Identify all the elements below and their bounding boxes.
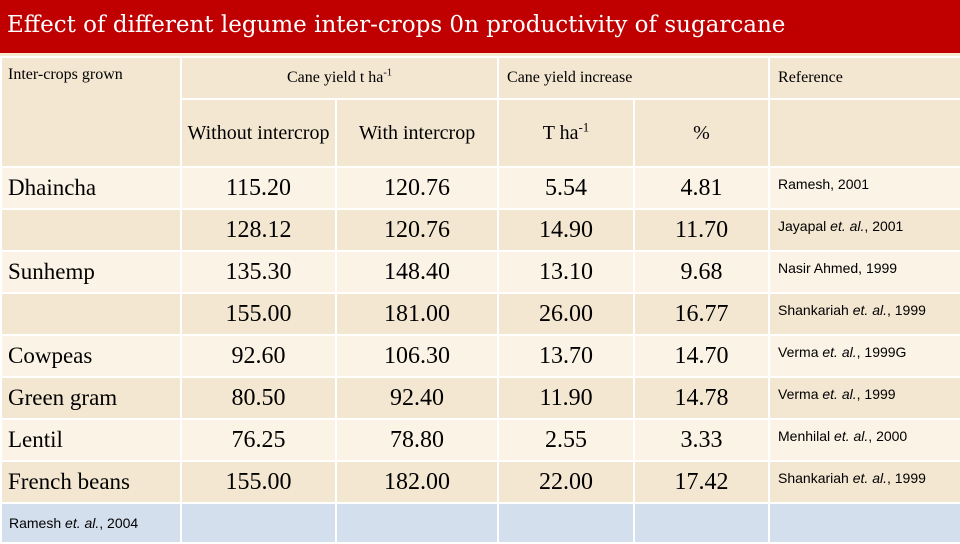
increase-pct: 11.70 xyxy=(633,208,771,252)
increase-pct: 3.33 xyxy=(633,418,771,462)
t-ha-header: T ha-1 xyxy=(497,98,636,168)
crop-name: French beans xyxy=(0,460,182,504)
page-title: Effect of different legume inter-crops 0… xyxy=(7,12,786,38)
yield-without: 128.12 xyxy=(180,208,337,252)
footer-row: Ramesh et. al., 2004 xyxy=(0,502,960,544)
increase-t-ha: 14.90 xyxy=(497,208,636,252)
reference: Nasir Ahmed, 1999 xyxy=(768,250,960,294)
yield-with: 148.40 xyxy=(334,250,500,294)
yield-with: 120.76 xyxy=(334,208,500,252)
reference: Shankariah et. al., 1999 xyxy=(768,292,960,336)
increase-pct: 9.68 xyxy=(633,250,771,294)
percent-header: % xyxy=(633,98,771,168)
yield-without: 155.00 xyxy=(180,292,337,336)
increase-t-ha: 5.54 xyxy=(497,166,636,210)
cane-yield-header: Cane yield t ha-1 xyxy=(179,56,500,100)
crop-name: Cowpeas xyxy=(0,334,182,378)
increase-pct: 16.77 xyxy=(633,292,771,336)
reference: Verma et. al., 1999 xyxy=(768,376,960,420)
reference: Jayapal et. al., 2001 xyxy=(768,208,960,252)
crop-name xyxy=(0,208,182,252)
increase-t-ha: 26.00 xyxy=(497,292,636,336)
increase-t-ha: 13.70 xyxy=(497,334,636,378)
increase-pct: 4.81 xyxy=(633,166,771,210)
table-row: Lentil 76.25 78.80 2.55 3.33 Menhilal et… xyxy=(0,418,960,462)
with-intercrop-header: With intercrop xyxy=(334,98,500,168)
without-intercrop-header: Without intercrop xyxy=(180,98,337,168)
footer-empty-cell xyxy=(633,502,771,544)
footer-empty-cell xyxy=(334,502,500,544)
yield-without: 135.30 xyxy=(180,250,337,294)
reference: Ramesh, 2001 xyxy=(768,166,960,210)
increase-t-ha: 13.10 xyxy=(497,250,636,294)
header-row-2: Without intercrop With intercrop T ha-1 … xyxy=(1,98,960,168)
table-row: French beans 155.00 182.00 22.00 17.42 S… xyxy=(0,460,960,504)
reference: Verma et. al., 1999G xyxy=(768,334,960,378)
yield-without: 115.20 xyxy=(180,166,337,210)
increase-pct: 14.70 xyxy=(633,334,771,378)
crop-name xyxy=(0,292,182,336)
table-row: Green gram 80.50 92.40 11.90 14.78 Verma… xyxy=(0,376,960,420)
yield-with: 181.00 xyxy=(334,292,500,336)
reference: Shankariah et. al., 1999 xyxy=(768,460,960,504)
increase-t-ha: 11.90 xyxy=(497,376,636,420)
yield-with: 120.76 xyxy=(334,166,500,210)
increase-t-ha: 2.55 xyxy=(497,418,636,462)
yield-with: 106.30 xyxy=(334,334,500,378)
yield-increase-header: Cane yield increase xyxy=(497,56,771,100)
header-row-1: Inter-crops grown Cane yield t ha-1 Cane… xyxy=(0,56,960,168)
table-row: 155.00 181.00 26.00 16.77 Shankariah et.… xyxy=(0,292,960,336)
crop-name: Dhaincha xyxy=(0,166,182,210)
reference: Menhilal et. al., 2000 xyxy=(768,418,960,462)
yield-without: 76.25 xyxy=(180,418,337,462)
increase-t-ha: 22.00 xyxy=(497,460,636,504)
yield-with: 78.80 xyxy=(334,418,500,462)
crop-name: Sunhemp xyxy=(0,250,182,294)
footer-empty-cell xyxy=(768,502,960,544)
crop-name: Lentil xyxy=(0,418,182,462)
yield-with: 92.40 xyxy=(334,376,500,420)
table-row: 128.12 120.76 14.90 11.70 Jayapal et. al… xyxy=(0,208,960,252)
table-row: Cowpeas 92.60 106.30 13.70 14.70 Verma e… xyxy=(0,334,960,378)
table-row: Sunhemp 135.30 148.40 13.10 9.68 Nasir A… xyxy=(0,250,960,294)
crops-grown-header: Inter-crops grown xyxy=(0,56,182,168)
yield-without: 155.00 xyxy=(180,460,337,504)
footer-empty-cell xyxy=(180,502,337,544)
increase-pct: 17.42 xyxy=(633,460,771,504)
intercrop-table: Inter-crops grown Cane yield t ha-1 Cane… xyxy=(0,56,960,544)
reference-blank xyxy=(768,98,960,168)
footer-empty-cell xyxy=(497,502,636,544)
yield-without: 92.60 xyxy=(180,334,337,378)
increase-pct: 14.78 xyxy=(633,376,771,420)
reference-header: Reference xyxy=(768,56,960,100)
yield-without: 80.50 xyxy=(180,376,337,420)
footer-reference: Ramesh et. al., 2004 xyxy=(0,502,182,544)
crop-name: Green gram xyxy=(0,376,182,420)
yield-with: 182.00 xyxy=(334,460,500,504)
title-bar: Effect of different legume inter-crops 0… xyxy=(0,0,960,56)
table-row: Dhaincha 115.20 120.76 5.54 4.81 Ramesh,… xyxy=(0,166,960,210)
